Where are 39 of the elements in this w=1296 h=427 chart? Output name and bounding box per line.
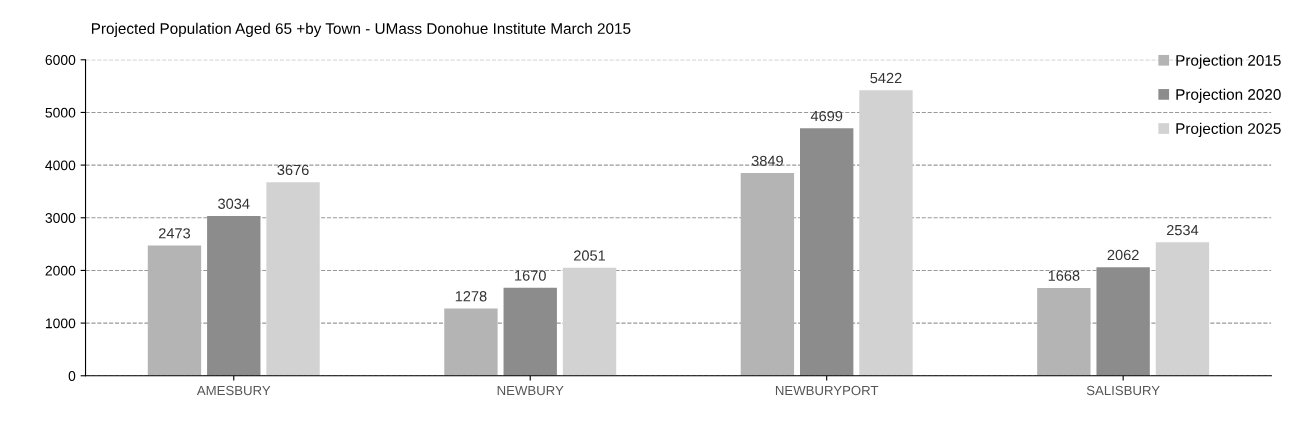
data-label: 2051 (574, 250, 606, 261)
y-tick-label: 0 (68, 371, 76, 381)
data-label: 2473 (158, 228, 191, 239)
bar (207, 215, 261, 376)
y-tick-label: 1000 (45, 318, 76, 329)
bar (1037, 287, 1091, 376)
bar (147, 245, 202, 376)
y-tick-label: 4000 (45, 160, 76, 171)
bar (444, 308, 498, 376)
data-label: 3034 (218, 198, 250, 209)
data-label: 1668 (1048, 270, 1080, 281)
data-label: 2534 (1166, 224, 1199, 236)
data-label: 2062 (1107, 249, 1139, 261)
bar (562, 267, 617, 376)
bar (503, 287, 557, 376)
data-label: 1278 (455, 291, 487, 302)
y-tick-label: 5000 (45, 107, 76, 118)
data-label: 4699 (810, 110, 843, 122)
y-tick-label: 2000 (45, 265, 76, 276)
x-tick-label: AMESBURY (196, 385, 271, 396)
data-label: 1670 (515, 270, 546, 281)
x-tick-label: NEWBURYPORT (775, 385, 879, 396)
y-tick-label: 3000 (45, 213, 76, 223)
legend-label: Projection 2015 (1176, 54, 1281, 69)
y-tick-label: 6000 (45, 55, 76, 65)
x-tick-label: SALISBURY (1086, 385, 1160, 396)
bar (859, 90, 913, 376)
bar (266, 182, 320, 376)
bar (1096, 267, 1150, 376)
data-label: 3849 (751, 155, 783, 167)
legend-label: Projection 2025 (1176, 122, 1281, 138)
bar (1155, 242, 1210, 376)
legend-label: Projection 2020 (1176, 88, 1281, 103)
data-label: 3676 (277, 164, 309, 176)
chart-title: Projected Population Aged 65 +by Town - UMass Donohue Institute March 2015 (91, 22, 631, 38)
bar (800, 128, 854, 376)
bar (740, 173, 795, 376)
data-label: 5422 (870, 72, 902, 84)
x-tick-label: NEWBURY (497, 385, 564, 396)
